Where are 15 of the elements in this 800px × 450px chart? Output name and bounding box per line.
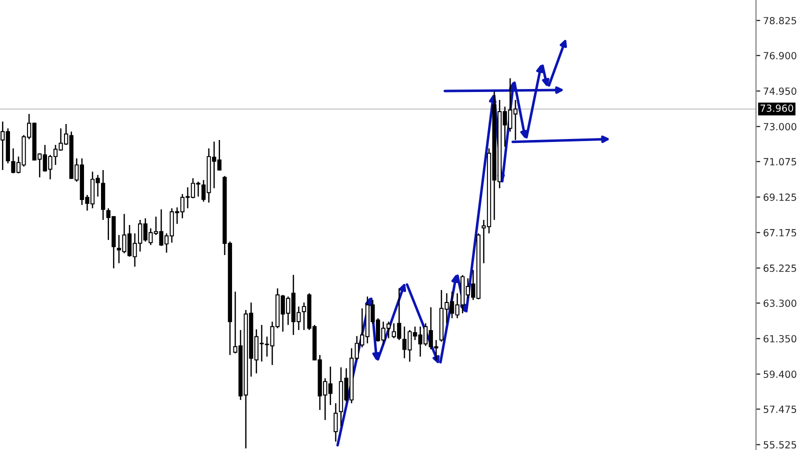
- y-tick-label: 57.475: [764, 406, 796, 413]
- y-tick-label: 63.300: [764, 300, 796, 307]
- candlestick: [334, 402, 338, 442]
- y-tick-label: 76.900: [764, 52, 796, 60]
- y-tick-label: 55.525: [764, 441, 796, 448]
- ref-line-label: 73.960: [760, 104, 794, 112]
- y-tick-label: 61.350: [764, 335, 796, 342]
- y-tick-label: 73.000: [764, 122, 796, 130]
- y-tick-label: 71.075: [764, 158, 796, 166]
- y-tick-label: 65.225: [764, 264, 796, 272]
- y-tick-label: 67.175: [764, 229, 796, 236]
- y-tick-label: 78.825: [764, 16, 796, 24]
- y-tick-label: 69.125: [764, 194, 796, 201]
- y-tick-label: 59.400: [764, 370, 796, 378]
- y-tick-label: 74.950: [764, 87, 796, 95]
